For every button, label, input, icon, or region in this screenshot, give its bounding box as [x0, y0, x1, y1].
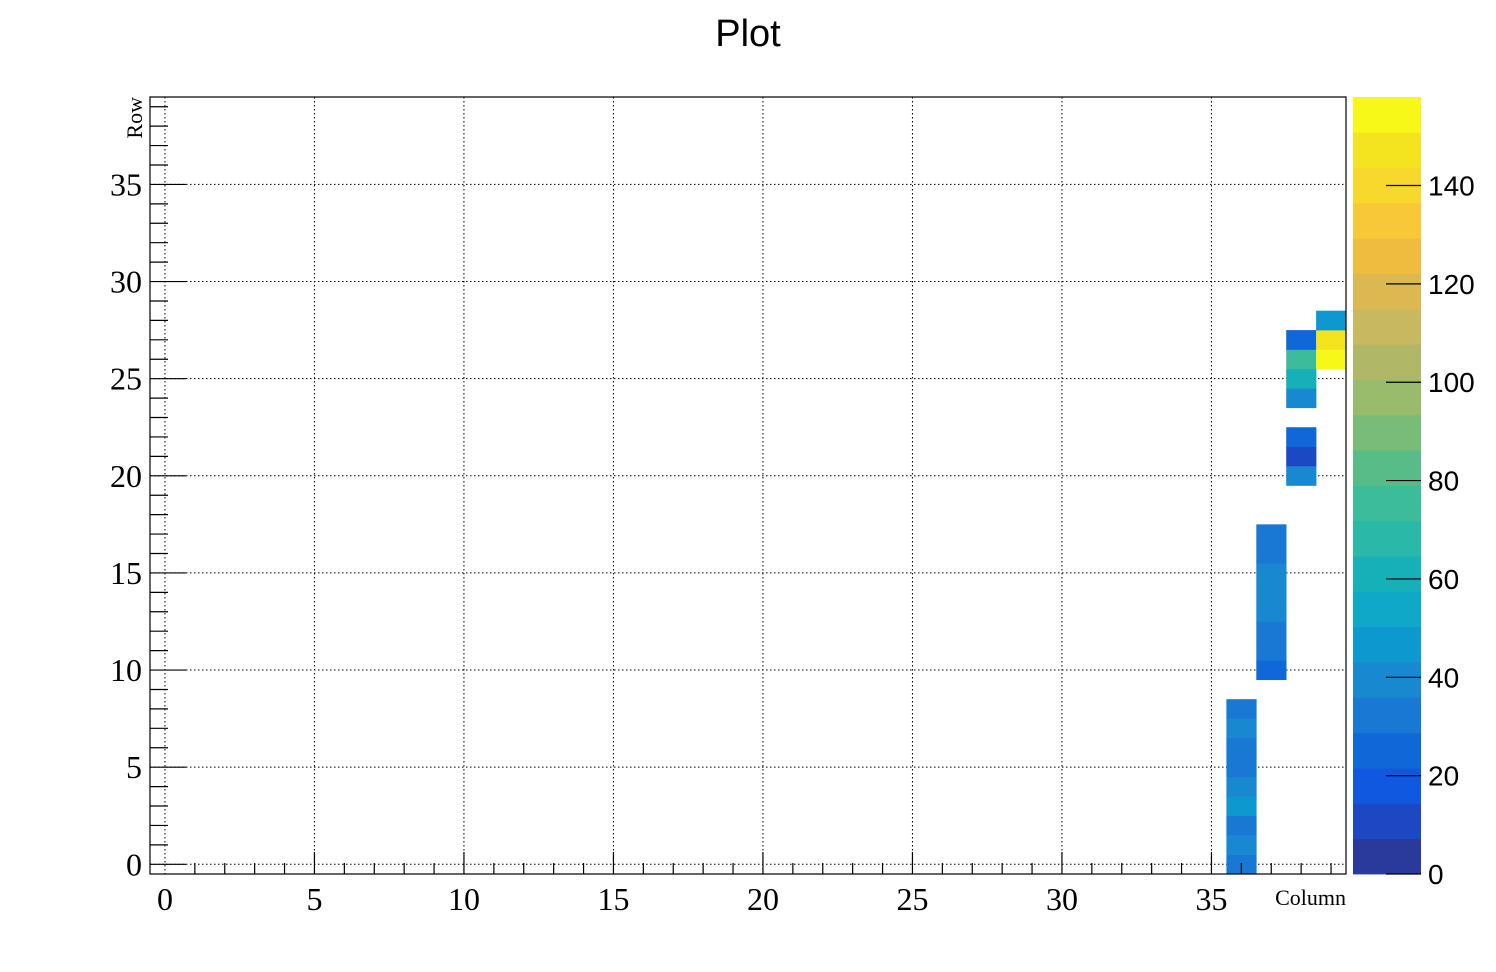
heatmap-cell: [1226, 738, 1257, 758]
palette-tick-label: 100: [1428, 367, 1475, 398]
heatmap-cell: [1256, 543, 1287, 564]
x-tick-label: 20: [747, 881, 779, 917]
palette-swatch: [1353, 838, 1421, 875]
heatmap-cell: [1226, 718, 1257, 739]
palette-swatch: [1353, 697, 1421, 734]
y-tick-label: 30: [110, 264, 142, 300]
heatmap-cell: [1256, 524, 1287, 545]
palette-swatch: [1353, 626, 1421, 663]
palette-swatch: [1353, 520, 1421, 557]
palette-swatch: [1353, 556, 1421, 592]
heatmap-cell: [1256, 640, 1287, 661]
heatmap-cell: [1256, 621, 1287, 642]
heatmap-cell: [1316, 349, 1347, 370]
y-tick-label: 20: [110, 458, 142, 494]
heatmap-cell: [1286, 427, 1317, 447]
heatmap-cell: [1286, 466, 1317, 486]
heatmap-cell: [1316, 310, 1347, 331]
heatmap-cell: [1286, 446, 1317, 467]
palette-swatch: [1353, 238, 1421, 274]
palette-swatch: [1353, 308, 1421, 345]
x-tick-label: 15: [597, 881, 629, 917]
x-tick-label: 35: [1195, 881, 1227, 917]
palette-swatch: [1353, 132, 1421, 169]
color-palette: 0 20 40 60 80 100 120 140: [1353, 97, 1475, 890]
heatmap-cell: [1286, 330, 1317, 350]
heatmap-cell: [1316, 330, 1347, 350]
heatmap-cell: [1226, 835, 1257, 855]
palette-swatch: [1353, 379, 1421, 416]
cell-layer: [1226, 310, 1347, 875]
axis-layer: 0 5 10 15 20 25 30 35 0 5 10 15 20 25 30 35: [110, 106, 1332, 917]
heatmap-cell: [1286, 388, 1317, 409]
x-tick-label: 25: [896, 881, 928, 917]
palette-tick-label: 0: [1428, 859, 1444, 890]
palette-swatch: [1353, 344, 1421, 380]
palette-swatch: [1353, 732, 1421, 769]
palette-tick-label: 20: [1428, 761, 1459, 792]
x-tick-label: 10: [448, 881, 480, 917]
heatmap-cell: [1256, 563, 1287, 583]
plot-frame: [149, 96, 1347, 875]
heatmap-cell: [1286, 368, 1317, 389]
palette-tick-label: 120: [1428, 269, 1475, 300]
x-axis-title: Column: [1275, 885, 1346, 910]
y-tick-label: 5: [126, 749, 142, 785]
x-tick-label: 0: [157, 881, 173, 917]
x-tick-label: 5: [306, 881, 322, 917]
palette-swatch: [1353, 414, 1421, 451]
heatmap-cell: [1226, 776, 1257, 797]
heatmap-cell: [1226, 699, 1257, 719]
heatmap-cell: [1286, 349, 1317, 370]
y-tick-label: 35: [110, 166, 142, 202]
y-tick-label: 0: [126, 846, 142, 882]
palette-swatch: [1353, 450, 1421, 486]
palette-swatch: [1353, 768, 1421, 804]
palette-swatch: [1353, 803, 1421, 840]
x-tick-label: 30: [1046, 881, 1078, 917]
palette-tick-label: 40: [1428, 662, 1459, 693]
heatmap-cell: [1226, 815, 1257, 836]
palette-swatch: [1353, 97, 1421, 133]
heatmap-cell: [1256, 582, 1287, 603]
palette-swatch: [1353, 485, 1421, 522]
palette-swatch: [1353, 273, 1421, 310]
heatmap-cell: [1256, 660, 1287, 681]
heatmap-cell: [1226, 757, 1257, 778]
heatmap-cell: [1256, 602, 1287, 622]
y-tick-label: 15: [110, 555, 142, 591]
y-tick-label: 25: [110, 361, 142, 397]
palette-swatch: [1353, 202, 1421, 239]
palette-tick-label: 80: [1428, 466, 1459, 497]
palette-tick-label: 60: [1428, 564, 1459, 595]
palette-swatch: [1353, 591, 1421, 628]
heatmap-cell: [1226, 796, 1257, 817]
grid-layer: [150, 97, 1346, 874]
palette-tick-label: 140: [1428, 171, 1475, 202]
y-axis-title: Row: [122, 97, 147, 139]
y-tick-label: 10: [110, 652, 142, 688]
palette-swatch: [1353, 662, 1421, 698]
chart-title: Plot: [715, 13, 781, 55]
